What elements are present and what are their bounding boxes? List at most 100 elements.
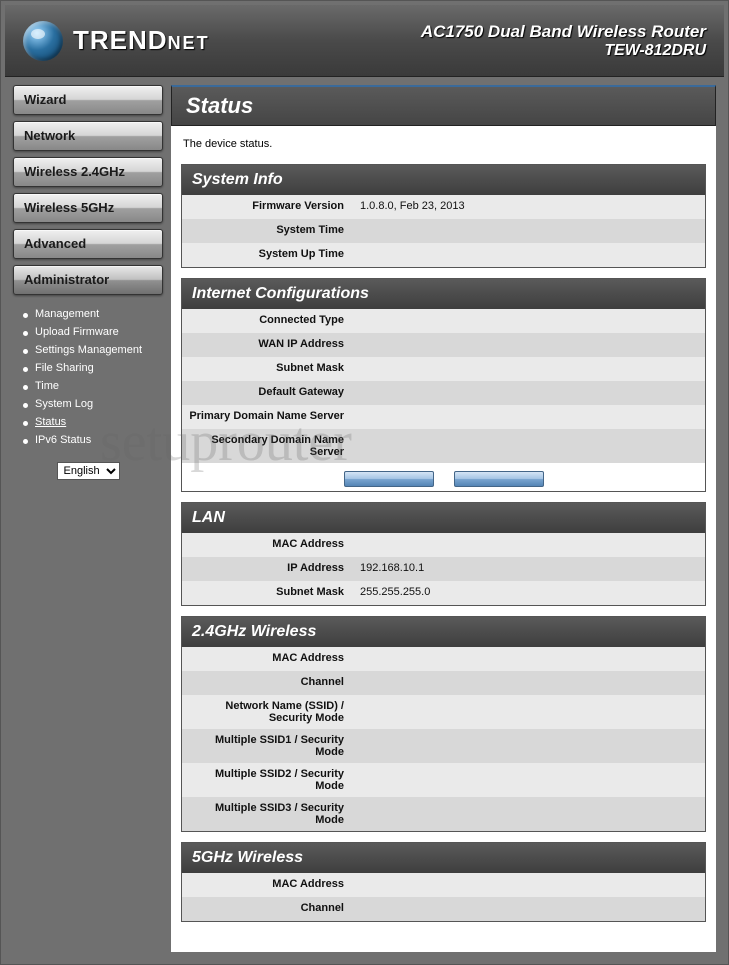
- language-selector-wrap: English: [13, 461, 163, 480]
- data-row: MAC Address: [182, 873, 705, 897]
- section-body: MAC AddressIP Address192.168.10.1Subnet …: [182, 533, 705, 605]
- row-value: [352, 533, 705, 557]
- row-value: [352, 243, 705, 267]
- row-value: [352, 763, 705, 797]
- data-row: Subnet Mask255.255.255.0: [182, 581, 705, 605]
- data-row: Channel: [182, 897, 705, 921]
- nav-item-network[interactable]: Network: [13, 121, 163, 151]
- row-value: [352, 797, 705, 831]
- section-title: System Info: [182, 165, 705, 195]
- data-row: IP Address192.168.10.1: [182, 557, 705, 581]
- brand-logo: TRENDNET: [23, 21, 210, 61]
- row-value: [352, 357, 705, 381]
- section-title: LAN: [182, 503, 705, 533]
- submenu-item-ipv6-status[interactable]: IPv6 Status: [23, 431, 163, 449]
- brand-suffix: NET: [168, 33, 210, 53]
- data-row: Subnet Mask: [182, 357, 705, 381]
- row-value: 1.0.8.0, Feb 23, 2013: [352, 195, 705, 219]
- section-system-info: System InfoFirmware Version1.0.8.0, Feb …: [181, 164, 706, 268]
- row-label: Channel: [182, 897, 352, 921]
- globe-icon: [23, 21, 63, 61]
- nav-item-wireless-5ghz[interactable]: Wireless 5GHz: [13, 193, 163, 223]
- section-body: Connected TypeWAN IP AddressSubnet MaskD…: [182, 309, 705, 463]
- row-label: MAC Address: [182, 533, 352, 557]
- row-value: 192.168.10.1: [352, 557, 705, 581]
- section-body: MAC AddressChannel: [182, 873, 705, 921]
- row-value: 255.255.255.0: [352, 581, 705, 605]
- row-label: System Time: [182, 219, 352, 243]
- data-row: MAC Address: [182, 647, 705, 671]
- row-label: Network Name (SSID) / Security Mode: [182, 695, 352, 729]
- product-line2: TEW-812DRU: [421, 42, 706, 60]
- row-value: [352, 333, 705, 357]
- row-label: Default Gateway: [182, 381, 352, 405]
- row-label: Subnet Mask: [182, 581, 352, 605]
- section-body: MAC AddressChannelNetwork Name (SSID) / …: [182, 647, 705, 831]
- submenu-item-status[interactable]: Status: [23, 413, 163, 431]
- row-value: [352, 405, 705, 429]
- nav-item-wireless-2-4ghz[interactable]: Wireless 2.4GHz: [13, 157, 163, 187]
- row-value: [352, 695, 705, 729]
- data-row: Secondary Domain Name Server: [182, 429, 705, 463]
- row-label: System Up Time: [182, 243, 352, 267]
- page-title: Status: [171, 85, 716, 126]
- action-button[interactable]: [344, 471, 434, 487]
- row-value: [352, 671, 705, 695]
- row-value: [352, 897, 705, 921]
- submenu-item-system-log[interactable]: System Log: [23, 395, 163, 413]
- row-label: Connected Type: [182, 309, 352, 333]
- section-internet-configurations: Internet ConfigurationsConnected TypeWAN…: [181, 278, 706, 492]
- row-value: [352, 219, 705, 243]
- row-value: [352, 729, 705, 763]
- row-label: Secondary Domain Name Server: [182, 429, 352, 463]
- section-title: Internet Configurations: [182, 279, 705, 309]
- data-row: Channel: [182, 671, 705, 695]
- product-title: AC1750 Dual Band Wireless Router TEW-812…: [421, 22, 706, 60]
- submenu-item-time[interactable]: Time: [23, 377, 163, 395]
- page-description: The device status.: [181, 134, 706, 164]
- brand-text: TRENDNET: [73, 25, 210, 56]
- row-label: Firmware Version: [182, 195, 352, 219]
- row-label: WAN IP Address: [182, 333, 352, 357]
- language-select[interactable]: English: [57, 462, 120, 480]
- section-body: Firmware Version1.0.8.0, Feb 23, 2013Sys…: [182, 195, 705, 267]
- submenu-item-upload-firmware[interactable]: Upload Firmware: [23, 323, 163, 341]
- section-2-4ghz-wireless: 2.4GHz WirelessMAC AddressChannelNetwork…: [181, 616, 706, 832]
- main-content: Status The device status. System InfoFir…: [171, 85, 716, 952]
- row-value: [352, 873, 705, 897]
- data-row: System Up Time: [182, 243, 705, 267]
- nav-item-advanced[interactable]: Advanced: [13, 229, 163, 259]
- submenu-item-settings-management[interactable]: Settings Management: [23, 341, 163, 359]
- data-row: Default Gateway: [182, 381, 705, 405]
- content-area: The device status. System InfoFirmware V…: [171, 126, 716, 952]
- data-row: Network Name (SSID) / Security Mode: [182, 695, 705, 729]
- row-label: MAC Address: [182, 873, 352, 897]
- row-label: Primary Domain Name Server: [182, 405, 352, 429]
- data-row: Connected Type: [182, 309, 705, 333]
- section-title: 2.4GHz Wireless: [182, 617, 705, 647]
- row-label: Multiple SSID2 / Security Mode: [182, 763, 352, 797]
- nav-item-administrator[interactable]: Administrator: [13, 265, 163, 295]
- body: Wizard Network Wireless 2.4GHz Wireless 5GH…: [5, 77, 724, 960]
- row-label: Multiple SSID1 / Security Mode: [182, 729, 352, 763]
- submenu: ManagementUpload FirmwareSettings Manage…: [13, 301, 163, 457]
- action-button-row: [182, 463, 705, 491]
- submenu-item-file-sharing[interactable]: File Sharing: [23, 359, 163, 377]
- row-value: [352, 647, 705, 671]
- section-5ghz-wireless: 5GHz WirelessMAC AddressChannel: [181, 842, 706, 922]
- row-value: [352, 309, 705, 333]
- nav-item-wizard[interactable]: Wizard: [13, 85, 163, 115]
- header: TRENDNET AC1750 Dual Band Wireless Route…: [5, 5, 724, 77]
- row-label: MAC Address: [182, 647, 352, 671]
- row-label: Multiple SSID3 / Security Mode: [182, 797, 352, 831]
- sidebar: Wizard Network Wireless 2.4GHz Wireless 5GH…: [13, 85, 163, 952]
- data-row: Firmware Version1.0.8.0, Feb 23, 2013: [182, 195, 705, 219]
- data-row: MAC Address: [182, 533, 705, 557]
- action-button[interactable]: [454, 471, 544, 487]
- app-frame: TRENDNET AC1750 Dual Band Wireless Route…: [0, 0, 729, 965]
- data-row: WAN IP Address: [182, 333, 705, 357]
- row-value: [352, 429, 705, 463]
- data-row: Multiple SSID1 / Security Mode: [182, 729, 705, 763]
- submenu-item-management[interactable]: Management: [23, 305, 163, 323]
- data-row: System Time: [182, 219, 705, 243]
